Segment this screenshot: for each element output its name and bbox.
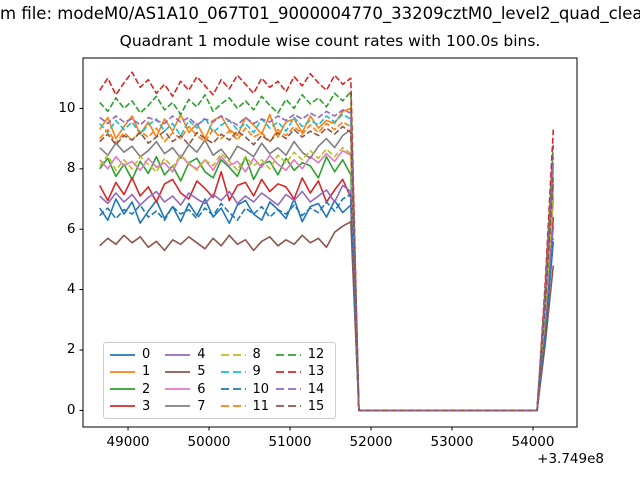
legend-item-7: 7	[164, 398, 218, 415]
legend-item-12: 12	[275, 346, 329, 363]
x-tick-label-50000: 50000	[187, 434, 231, 450]
legend-label-0: 0	[142, 347, 151, 363]
y-tick-label-4: 4	[66, 281, 76, 298]
x-tick-label-54000: 54000	[511, 434, 555, 450]
y-tick-label-8: 8	[66, 160, 76, 177]
axes-title: Quadrant 1 module wise count rates with …	[119, 32, 541, 50]
series-line-10	[99, 193, 555, 412]
legend-label-6: 6	[197, 381, 206, 397]
legend-sample-line-8	[220, 353, 246, 356]
legend-label-13: 13	[307, 364, 325, 380]
legend-item-4: 4	[164, 346, 218, 363]
legend-sample-line-10	[220, 388, 246, 391]
legend-item-0: 0	[109, 346, 163, 363]
legend-item-15: 15	[275, 398, 329, 415]
legend-sample-line-13	[275, 370, 301, 373]
legend-item-14: 14	[275, 381, 329, 398]
legend-item-13: 13	[275, 363, 329, 380]
legend-item-10: 10	[220, 381, 274, 398]
legend-sample-line-15	[275, 405, 301, 408]
legend-label-14: 14	[307, 381, 325, 397]
legend-label-4: 4	[197, 347, 206, 363]
legend-sample-line-12	[275, 353, 301, 356]
legend-item-2: 2	[109, 381, 163, 398]
legend-item-8: 8	[220, 346, 274, 363]
legend-label-12: 12	[307, 347, 325, 363]
legend-item-5: 5	[164, 363, 218, 380]
legend-sample-line-2	[110, 388, 135, 391]
series-line-15	[99, 125, 555, 412]
legend-sample-line-14	[275, 388, 301, 391]
legend-label-15: 15	[307, 398, 325, 414]
legend-item-9: 9	[220, 363, 274, 380]
legend-sample-line-7	[165, 405, 191, 408]
legend-sample-line-5	[165, 370, 191, 373]
legend-sample-line-1	[110, 370, 135, 373]
legend-item-11: 11	[220, 398, 274, 415]
legend-sample-line-0	[110, 353, 135, 356]
legend-item-1: 1	[109, 363, 163, 380]
y-tick-label-0: 0	[66, 401, 76, 418]
legend-label-11: 11	[252, 398, 270, 414]
x-tick-label-51000: 51000	[268, 434, 312, 450]
legend-label-7: 7	[197, 398, 206, 414]
legend-label-3: 3	[142, 398, 151, 414]
legend-label-10: 10	[252, 381, 270, 397]
legend-item-6: 6	[164, 381, 218, 398]
legend-sample-line-3	[110, 405, 135, 408]
legend-label-9: 9	[252, 364, 261, 380]
y-tick-label-6: 6	[66, 220, 76, 237]
legend-label-2: 2	[142, 381, 151, 397]
legend-label-1: 1	[142, 364, 151, 380]
legend-sample-line-11	[220, 405, 246, 408]
figure-title-file-line: m file: modeM0/AS1A10_067T01_9000004770_…	[0, 4, 640, 23]
legend-column-2: 8 9 10 11	[220, 346, 274, 415]
y-tick-label-10: 10	[58, 99, 76, 116]
x-tick-label-53000: 53000	[430, 434, 474, 450]
legend-sample-line-9	[220, 370, 246, 373]
axes-frame	[82, 57, 578, 428]
y-tick-label-2: 2	[66, 341, 76, 358]
legend-label-5: 5	[197, 364, 206, 380]
legend-box: 0 1 2 3 4 5 6 7 8 9 10 11 12 13 14 15	[103, 342, 336, 419]
legend-sample-line-4	[165, 353, 191, 356]
legend-label-8: 8	[252, 347, 261, 363]
x-tick-label-49000: 49000	[106, 434, 150, 450]
legend-item-3: 3	[109, 398, 163, 415]
x-tick-label-52000: 52000	[349, 434, 393, 450]
legend-column-3: 12 13 14 15	[275, 346, 329, 415]
x-axis-offset-label: +3.749e8	[537, 451, 604, 467]
legend-sample-line-6	[165, 388, 191, 391]
